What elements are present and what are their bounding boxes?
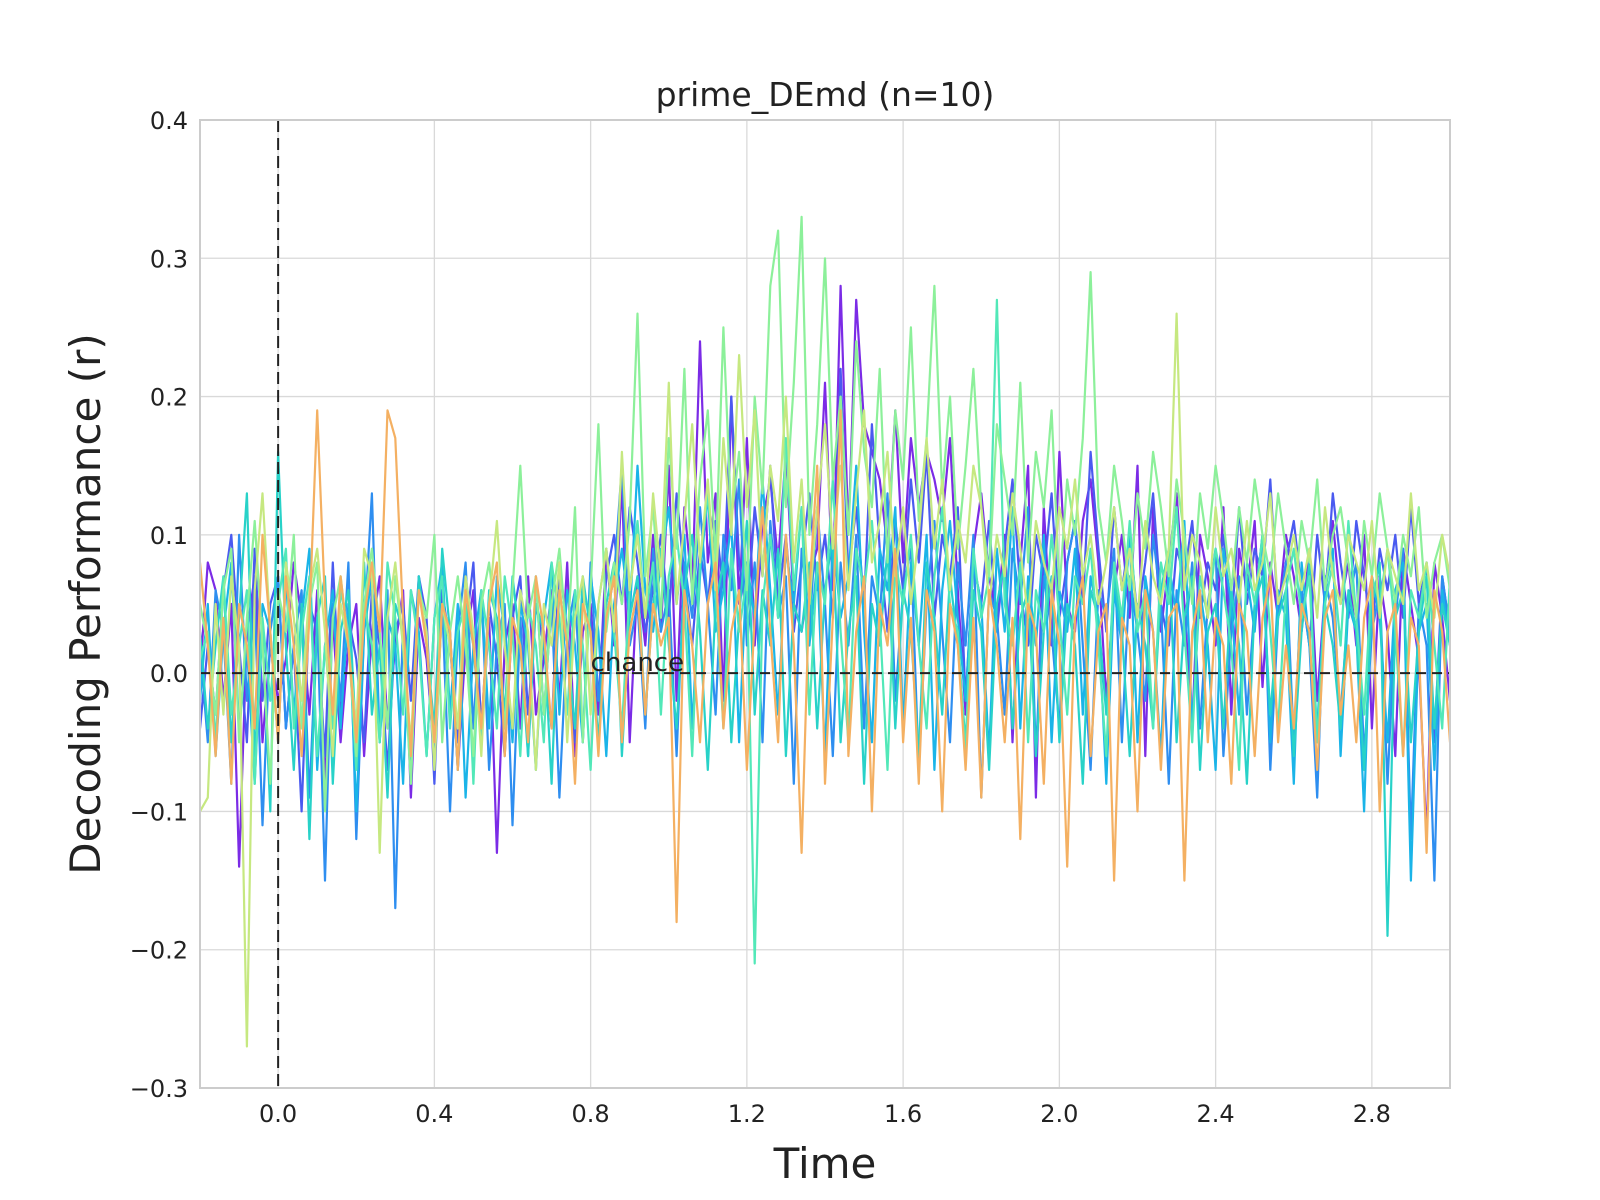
y-tick-label: 0.4 [150,107,188,135]
chance-label: chance [591,648,684,678]
series-line-3 [200,464,1450,910]
x-tick-label: 0.8 [572,1100,610,1128]
y-tick-label: −0.1 [130,798,188,826]
y-tick-label: 0.0 [150,660,188,688]
x-tick-label: 1.2 [728,1100,766,1128]
reference-lines [200,120,1450,1088]
y-tick-label: 0.2 [150,384,188,412]
x-tick-label: 0.4 [415,1100,453,1128]
y-tick-label: 0.3 [150,245,188,273]
y-tick-label: −0.2 [130,937,188,965]
y-axis-title: Decoding Performance (r) [61,333,110,874]
x-tick-label: 1.6 [884,1100,922,1128]
x-tick-label: 0.0 [259,1100,297,1128]
x-axis-title: Time [773,1139,877,1188]
y-tick-label: −0.3 [130,1075,188,1103]
plot-frame [199,119,1451,1089]
x-tick-label: 2.4 [1197,1100,1235,1128]
x-tick-labels: 0.0 0.4 0.8 1.2 1.6 2.0 2.4 2.8 [259,1100,1391,1128]
x-tick-label: 2.0 [1040,1100,1078,1128]
annotations: chance [591,648,684,678]
series-line-9 [200,409,1450,924]
chart-title: prime_DEmd (n=10) [656,75,995,114]
series-line-8 [200,312,1450,1048]
series-lines [200,215,1450,1048]
y-tick-label: 0.1 [150,522,188,550]
y-tick-labels: −0.3 −0.2 −0.1 0.0 0.1 0.2 0.3 0.4 [130,107,188,1103]
x-tick-label: 2.8 [1353,1100,1391,1128]
series-line-7 [200,215,1450,813]
